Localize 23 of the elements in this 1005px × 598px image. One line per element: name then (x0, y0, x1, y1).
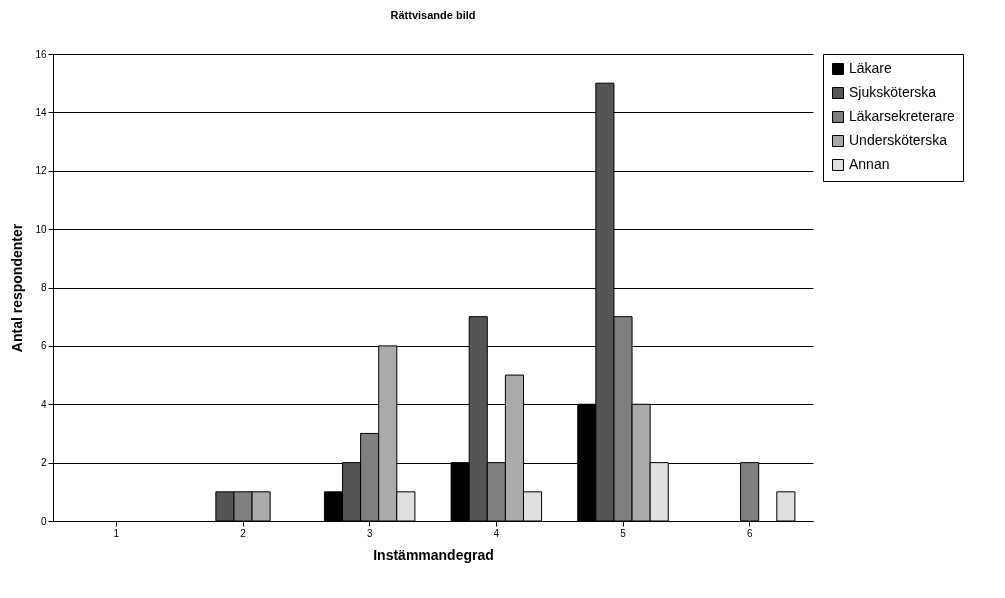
y-tick-label: 16 (35, 48, 47, 60)
y-tick-label: 12 (35, 165, 47, 177)
x-axis-title: Instämmandegrad (373, 546, 494, 563)
chart-title: Rättvisande bild (390, 9, 476, 21)
legend-label: Undersköterska (849, 132, 948, 148)
y-tick-label: 8 (40, 282, 47, 293)
y-tick-label: 4 (40, 398, 47, 410)
x-tick-label: 4 (493, 527, 500, 539)
legend-label: Läkarsekreterare (849, 108, 956, 124)
x-tick-label: 3 (366, 527, 373, 539)
legend-label: Sjuksköterska (849, 84, 937, 100)
legend-label: Läkare (849, 60, 893, 76)
y-tick-label: 0 (40, 515, 47, 527)
y-tick-label: 14 (35, 106, 47, 118)
y-tick-label: 6 (40, 340, 47, 352)
x-tick-label: 2 (240, 527, 247, 539)
x-tick-label: 5 (620, 527, 627, 539)
x-tick-label: 6 (746, 527, 753, 539)
y-tick-label: 2 (40, 457, 47, 469)
y-tick-label: 10 (35, 223, 47, 235)
legend-label: Annan (849, 156, 890, 172)
x-tick-label: 1 (113, 527, 120, 539)
y-axis-title: Antal respondenter (9, 223, 26, 353)
